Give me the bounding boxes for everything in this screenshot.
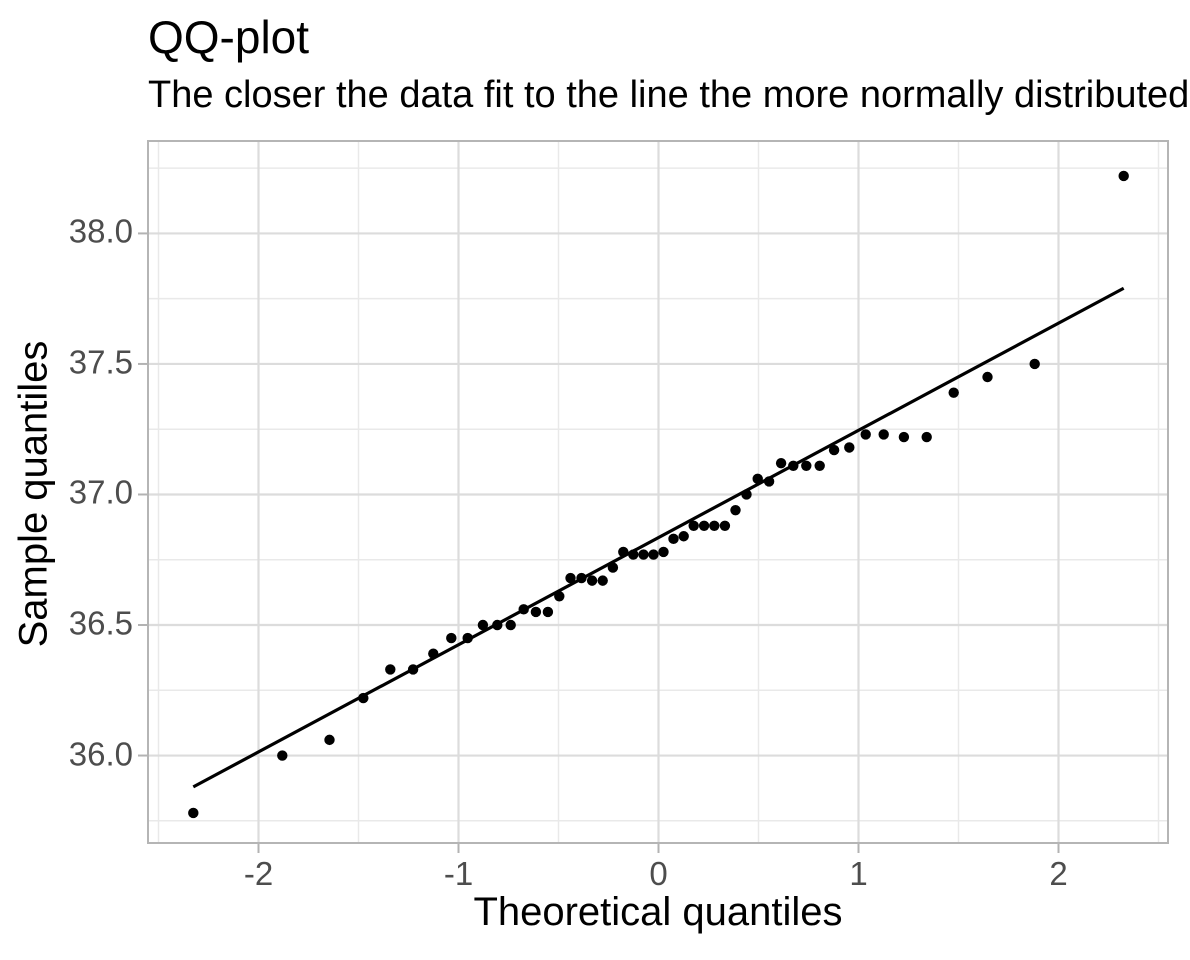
qq-point <box>648 549 659 560</box>
plot-title: QQ-plot <box>148 11 310 63</box>
qq-point <box>948 387 959 398</box>
qq-point <box>678 531 689 542</box>
qq-point <box>542 606 554 618</box>
x-tick-label: -1 <box>443 855 474 892</box>
qq-point <box>565 572 576 584</box>
qq-reference-line <box>192 286 1125 789</box>
qq-point <box>638 549 649 560</box>
qq-point <box>788 460 799 471</box>
x-tick-label: 2 <box>1049 855 1068 892</box>
qq-point <box>719 520 731 532</box>
qq-point <box>505 619 516 631</box>
qq-point <box>462 632 473 644</box>
x-axis-title: Theoretical quantiles <box>473 890 843 934</box>
qq-point <box>446 632 457 644</box>
y-tick-label: 37.5 <box>68 343 133 381</box>
qq-point <box>554 591 565 602</box>
qq-point <box>730 504 741 516</box>
qq-point <box>801 460 812 471</box>
qq-point <box>586 575 598 586</box>
qq-point <box>921 431 932 443</box>
x-tick-label: -2 <box>243 855 274 892</box>
qq-point <box>407 664 419 675</box>
qq-point <box>277 750 288 761</box>
qq-point <box>618 546 629 558</box>
qq-point <box>814 460 825 471</box>
y-tick-label: 37.0 <box>68 473 133 511</box>
qq-point <box>844 442 855 453</box>
qq-point <box>1118 170 1129 182</box>
qq-point <box>698 520 710 532</box>
qq-point <box>709 520 720 532</box>
qq-point <box>607 562 619 573</box>
qq-point <box>597 575 608 586</box>
qq-point <box>898 431 910 443</box>
qq-point <box>477 619 489 631</box>
qq-point <box>775 457 787 469</box>
qq-point <box>688 520 699 532</box>
qq-point <box>324 734 335 746</box>
qq-point <box>668 533 679 545</box>
qq-point <box>828 444 840 456</box>
qq-point <box>860 429 871 440</box>
qq-point <box>188 807 199 819</box>
qq-point <box>492 619 503 631</box>
plot-subtitle: The closer the data fit to the line the … <box>148 74 1190 116</box>
qq-point <box>518 604 529 615</box>
qq-point <box>428 648 439 659</box>
x-tick-label: 0 <box>649 855 668 892</box>
qq-point <box>385 664 396 675</box>
y-tick-label: 36.5 <box>68 604 133 642</box>
qq-point <box>752 473 763 485</box>
qq-point <box>741 489 752 500</box>
qq-point <box>576 572 587 584</box>
qq-point <box>658 546 669 558</box>
panel-border <box>147 140 1169 844</box>
qq-point <box>628 549 639 560</box>
x-tick-label: 1 <box>849 855 868 892</box>
y-tick-label: 38.0 <box>68 212 133 250</box>
qq-point <box>1029 358 1040 370</box>
qq-point <box>763 476 775 487</box>
y-tick-label: 36.0 <box>68 735 133 773</box>
qq-point <box>982 371 993 383</box>
qq-point <box>878 429 889 440</box>
qq-point <box>530 606 542 618</box>
qq-point <box>358 692 369 704</box>
